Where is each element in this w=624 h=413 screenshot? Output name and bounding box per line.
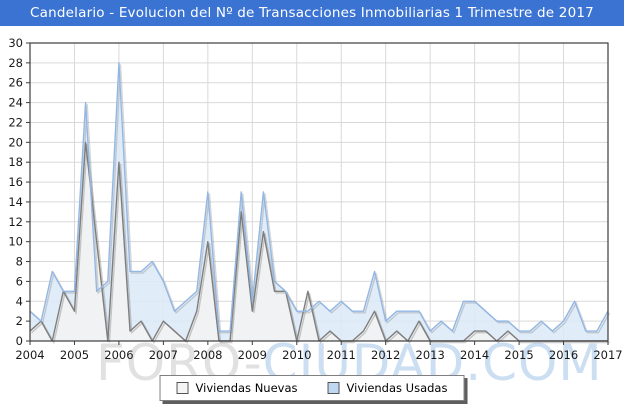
x-tick-label: 2017 bbox=[593, 348, 622, 362]
y-tick-label: 6 bbox=[16, 274, 23, 288]
x-tick-label: 2010 bbox=[282, 348, 311, 362]
x-tick-label: 2006 bbox=[104, 348, 133, 362]
y-tick-label: 14 bbox=[8, 195, 23, 209]
legend-swatch-nuevas-icon bbox=[176, 382, 189, 394]
x-tick-label: 2016 bbox=[549, 348, 578, 362]
x-tick-label: 2007 bbox=[149, 348, 178, 362]
y-tick-label: 2 bbox=[16, 314, 23, 328]
y-tick-label: 8 bbox=[16, 255, 23, 269]
y-tick-label: 4 bbox=[16, 294, 23, 308]
y-tick-label: 24 bbox=[8, 96, 23, 110]
y-tick-label: 16 bbox=[8, 175, 23, 189]
y-tick-label: 10 bbox=[8, 235, 23, 249]
legend-label-nuevas: Viviendas Nuevas bbox=[195, 381, 298, 395]
y-tick-label: 20 bbox=[8, 135, 23, 149]
y-tick-label: 18 bbox=[8, 155, 23, 169]
x-tick-label: 2009 bbox=[238, 348, 267, 362]
x-tick-label: 2014 bbox=[460, 348, 489, 362]
x-tick-label: 2015 bbox=[504, 348, 533, 362]
legend-swatch-usadas-icon bbox=[327, 382, 340, 394]
y-tick-label: 30 bbox=[8, 36, 23, 50]
chart-title: Candelario - Evolucion del Nº de Transac… bbox=[30, 5, 594, 21]
x-tick-label: 2012 bbox=[371, 348, 400, 362]
title-bar: Candelario - Evolucion del Nº de Transac… bbox=[0, 0, 624, 26]
y-tick-label: 22 bbox=[8, 115, 23, 129]
legend-item-viviendas-usadas: Viviendas Usadas bbox=[327, 381, 448, 395]
y-tick-label: 26 bbox=[8, 76, 23, 90]
x-tick-label: 2011 bbox=[327, 348, 356, 362]
x-tick-label: 2013 bbox=[416, 348, 445, 362]
plot-border bbox=[29, 42, 609, 342]
y-tick-label: 28 bbox=[8, 56, 23, 70]
x-tick-label: 2008 bbox=[193, 348, 222, 362]
legend-item-viviendas-nuevas: Viviendas Nuevas bbox=[176, 381, 298, 395]
line-viviendas-usadas bbox=[29, 62, 609, 332]
legend-label-usadas: Viviendas Usadas bbox=[346, 381, 448, 395]
y-tick-label: 0 bbox=[16, 334, 23, 348]
x-tick-label: 2005 bbox=[60, 348, 89, 362]
chart-legend: Viviendas Nuevas Viviendas Usadas bbox=[159, 375, 465, 401]
y-tick-label: 12 bbox=[8, 215, 23, 229]
x-tick-label: 2004 bbox=[15, 348, 44, 362]
